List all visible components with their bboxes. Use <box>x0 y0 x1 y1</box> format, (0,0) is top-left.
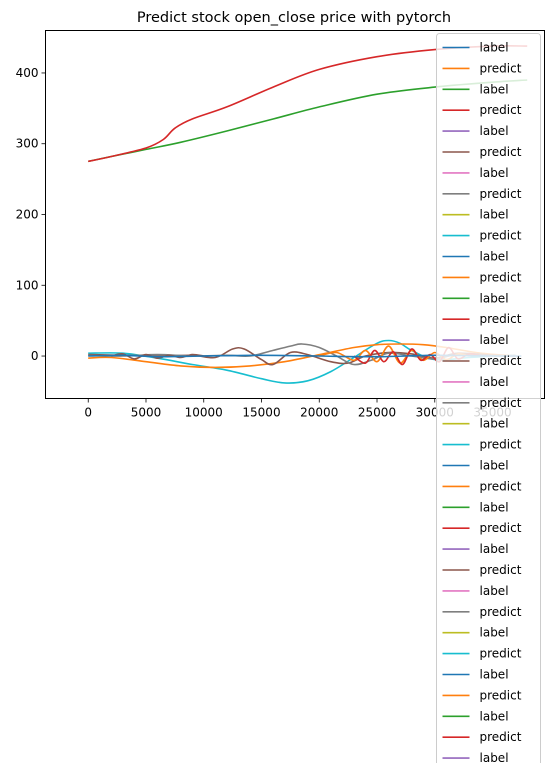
legend-label: label <box>480 375 509 389</box>
x-tick-label: 25000 <box>358 406 396 420</box>
legend-label: label <box>480 250 509 264</box>
legend-label: predict <box>480 647 522 661</box>
x-tick-label: 10000 <box>185 406 223 420</box>
legend-label: label <box>480 626 509 640</box>
legend-label: predict <box>480 396 522 410</box>
legend-label: predict <box>480 479 522 493</box>
plot-frame <box>45 30 545 399</box>
y-tick-label: 0 <box>31 349 39 363</box>
legend-label: label <box>480 41 509 55</box>
legend-label: label <box>480 82 509 96</box>
legend-label: predict <box>480 187 522 201</box>
legend-label: predict <box>480 563 522 577</box>
x-tick-label: 15000 <box>242 406 280 420</box>
y-tick-label: 400 <box>16 66 39 80</box>
legend-label: predict <box>480 270 522 284</box>
legend-label: predict <box>480 688 522 702</box>
legend-label: predict <box>480 521 522 535</box>
legend-label: predict <box>480 438 522 452</box>
legend-label: predict <box>480 103 522 117</box>
x-tick-label: 5000 <box>131 406 162 420</box>
legend-label: label <box>480 124 509 138</box>
legend-label: label <box>480 542 509 556</box>
legend-label: predict <box>480 605 522 619</box>
legend-label: label <box>480 500 509 514</box>
legend-label: label <box>480 584 509 598</box>
x-tick-label: 20000 <box>300 406 338 420</box>
chart-title: Predict stock open_close price with pyto… <box>137 10 451 26</box>
x-tick-label: 0 <box>84 406 92 420</box>
legend-label: label <box>480 459 509 473</box>
legend-label: label <box>480 417 509 431</box>
legend-label: label <box>480 208 509 222</box>
legend-label: label <box>480 333 509 347</box>
legend-box <box>436 33 541 763</box>
y-tick-label: 100 <box>16 278 39 292</box>
legend-label: predict <box>480 145 522 159</box>
legend-label: label <box>480 709 509 723</box>
series-line-1 <box>88 45 528 163</box>
legend-label: predict <box>480 61 522 75</box>
y-tick-label: 300 <box>16 137 39 151</box>
legend-label: label <box>480 751 509 763</box>
legend-label: predict <box>480 354 522 368</box>
legend: label predict label predict label predict labe… <box>436 33 541 763</box>
legend-label: label <box>480 166 509 180</box>
legend-label: predict <box>480 312 522 326</box>
legend-label: label <box>480 668 509 682</box>
legend-label: label <box>480 291 509 305</box>
legend-label: predict <box>480 229 522 243</box>
y-tick-label: 200 <box>16 208 39 222</box>
legend-label: predict <box>480 730 522 744</box>
